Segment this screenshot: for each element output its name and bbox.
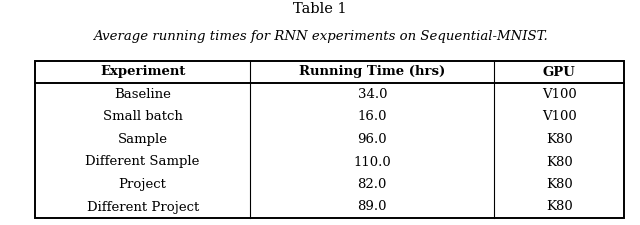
Text: GPU: GPU	[543, 65, 575, 79]
Text: Different Sample: Different Sample	[86, 155, 200, 169]
Text: Average running times for RNN experiments on Sequential-MNIST.: Average running times for RNN experiment…	[93, 30, 547, 43]
Text: V100: V100	[542, 110, 577, 124]
Text: K80: K80	[546, 133, 573, 146]
Text: Table 1: Table 1	[293, 2, 347, 16]
Text: Project: Project	[118, 178, 166, 191]
Text: 89.0: 89.0	[358, 200, 387, 214]
Text: Small batch: Small batch	[102, 110, 182, 124]
Text: 96.0: 96.0	[358, 133, 387, 146]
Text: K80: K80	[546, 155, 573, 169]
Text: Baseline: Baseline	[114, 88, 171, 101]
Text: 82.0: 82.0	[358, 178, 387, 191]
Text: 110.0: 110.0	[353, 155, 391, 169]
Text: Sample: Sample	[118, 133, 168, 146]
Bar	[35, 61, 624, 218]
Text: Experiment: Experiment	[100, 65, 186, 79]
Text: K80: K80	[546, 178, 573, 191]
Text: Different Project: Different Project	[86, 200, 199, 214]
Text: 34.0: 34.0	[358, 88, 387, 101]
Text: Running Time (hrs): Running Time (hrs)	[299, 65, 445, 79]
Text: 16.0: 16.0	[358, 110, 387, 124]
Text: K80: K80	[546, 200, 573, 214]
Text: V100: V100	[542, 88, 577, 101]
